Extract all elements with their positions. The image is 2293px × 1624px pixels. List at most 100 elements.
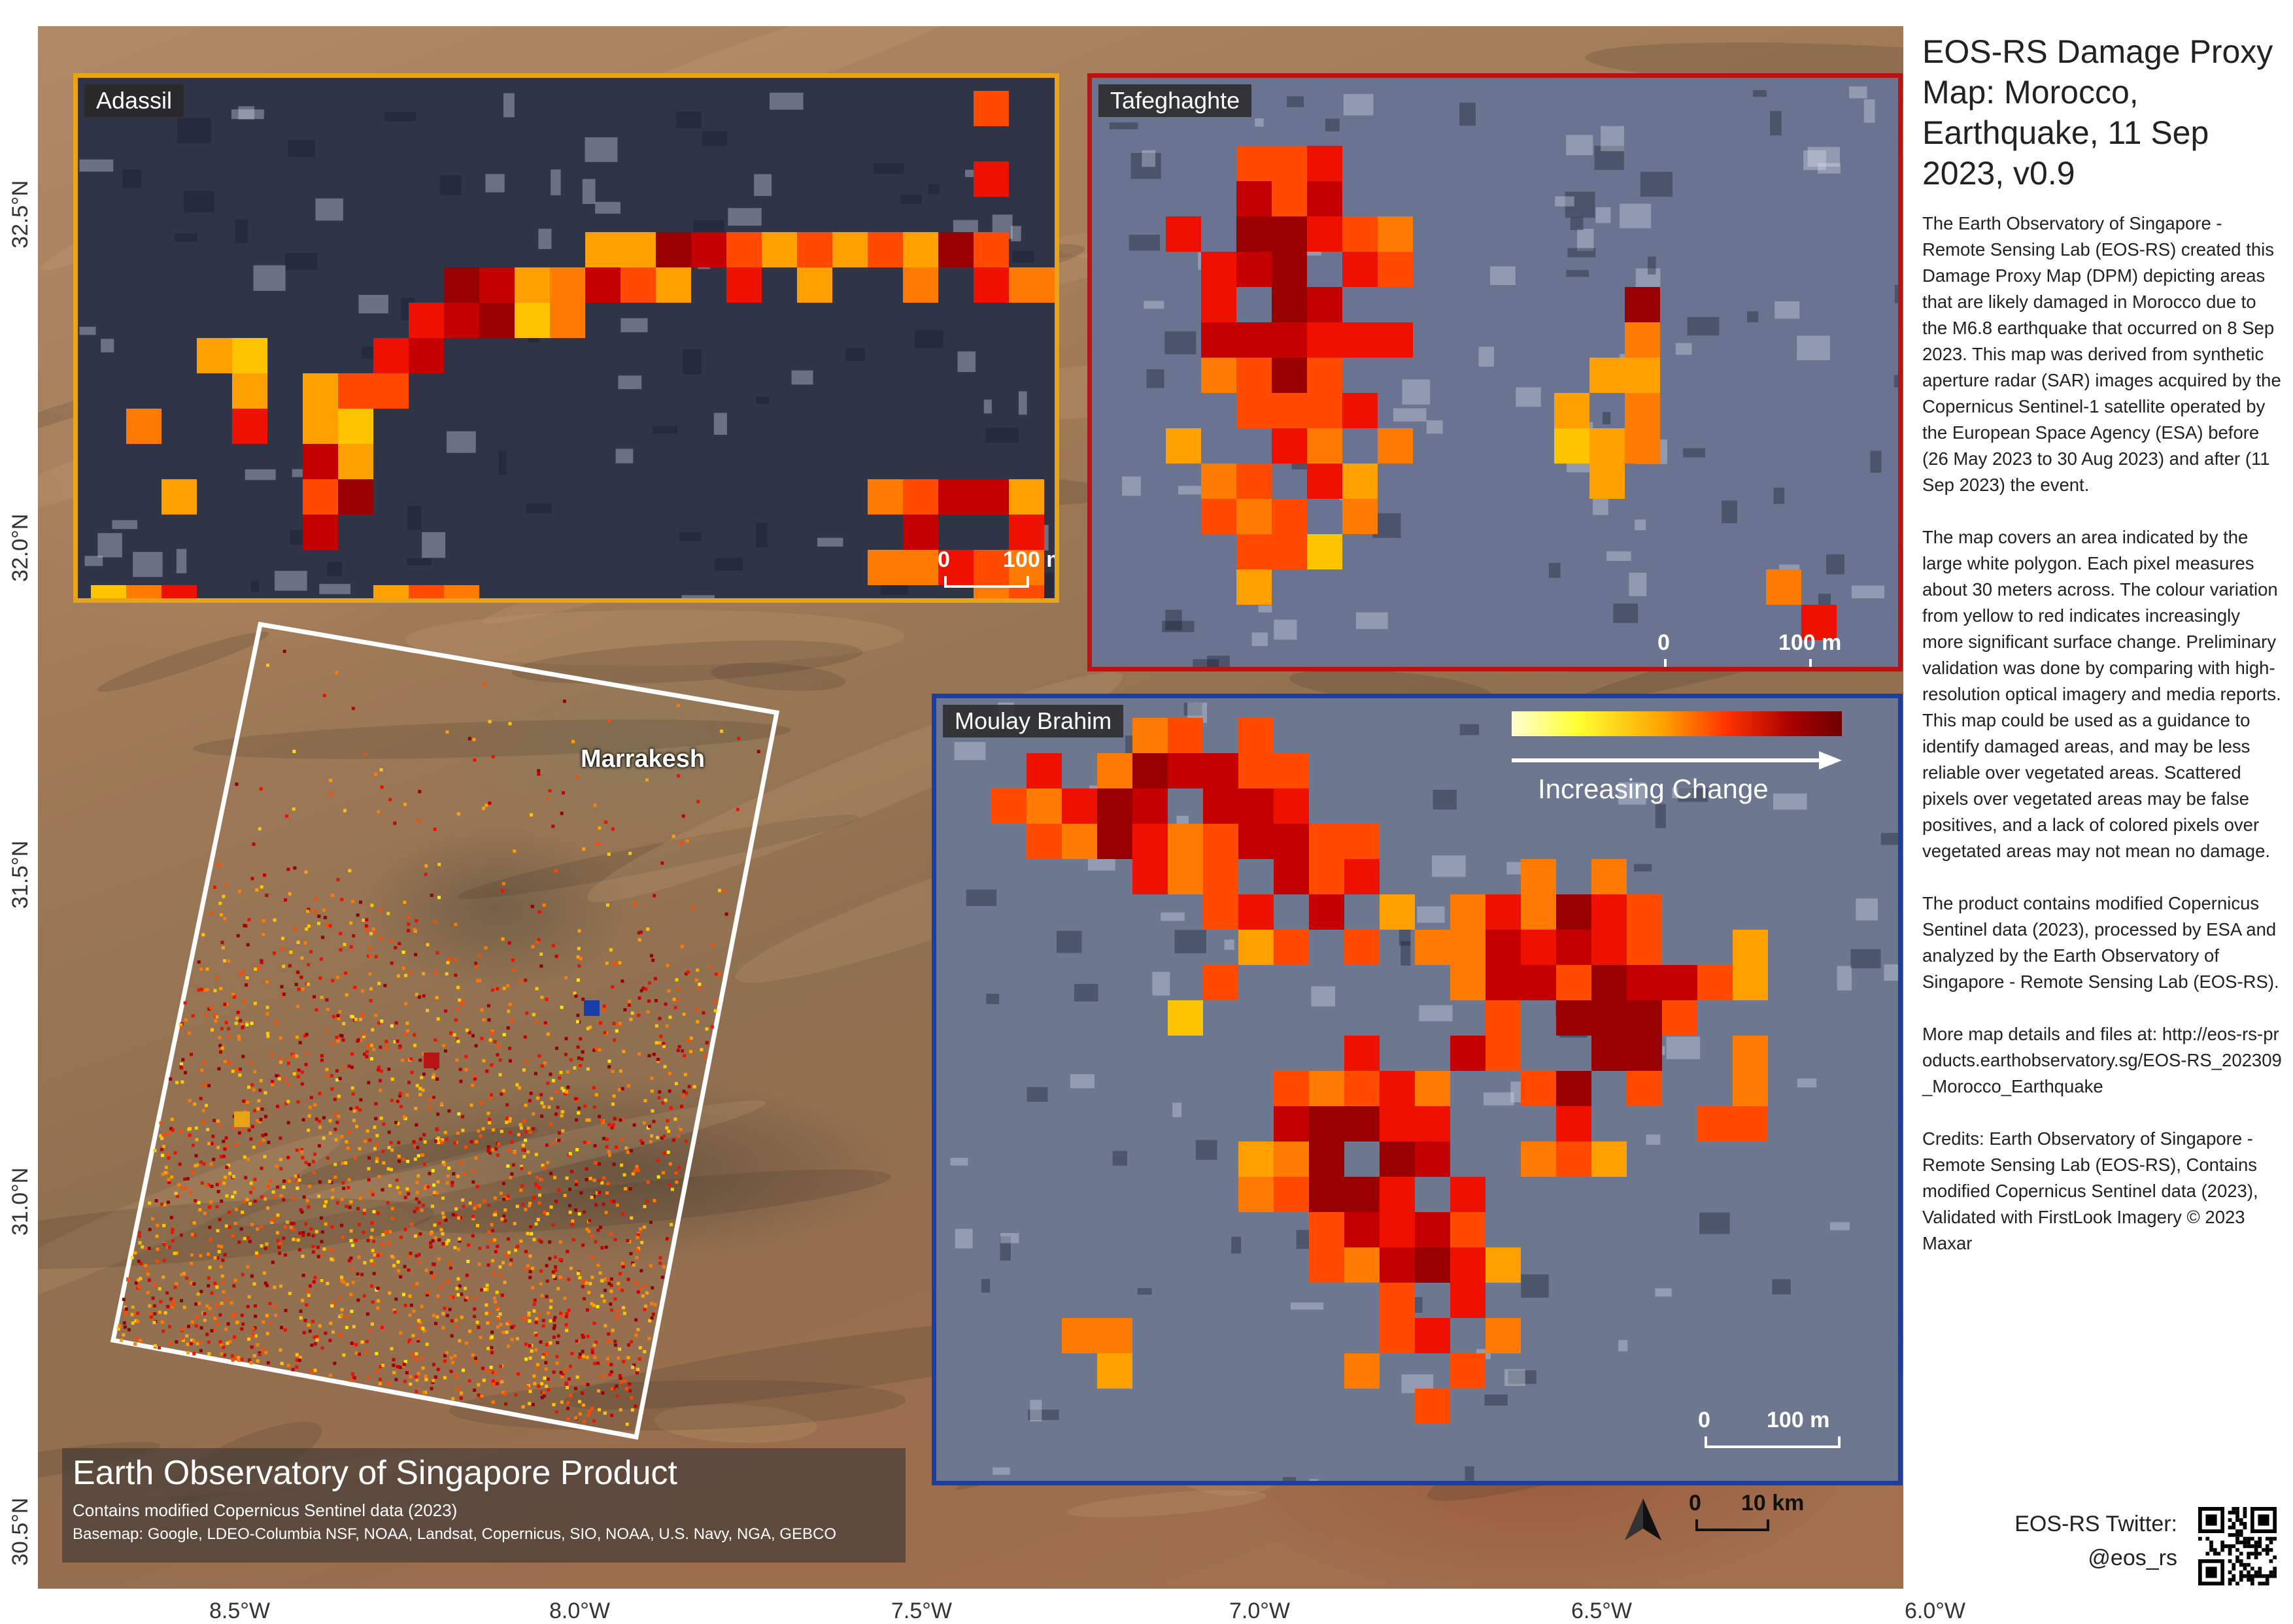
damage-pixel (528, 1389, 532, 1393)
damage-pixel (474, 1357, 478, 1361)
qr-module (2258, 1570, 2262, 1574)
damage-pixel (180, 1336, 184, 1340)
damage-pixel (233, 1356, 237, 1360)
damage-pixel (479, 303, 515, 338)
damage-pixel (585, 1177, 588, 1181)
damage-pixel (466, 1259, 470, 1263)
qr-module (2220, 1540, 2224, 1545)
damage-pixel (1236, 534, 1272, 569)
damage-pixel (629, 1017, 633, 1021)
damage-pixel (560, 811, 564, 815)
damage-pixel (397, 1159, 401, 1163)
damage-pixel (613, 1238, 617, 1242)
damage-pixel (1009, 515, 1044, 550)
damage-pixel (409, 1303, 413, 1307)
building-feature (756, 396, 769, 405)
damage-pixel (265, 1012, 269, 1016)
damage-pixel (615, 1315, 619, 1319)
damage-pixel (1415, 1071, 1450, 1106)
damage-pixel (374, 1102, 378, 1106)
damage-pixel (212, 885, 216, 889)
damage-pixel (608, 1373, 612, 1377)
damage-pixel (273, 1305, 277, 1309)
damage-pixel (1627, 1036, 1662, 1071)
damage-pixel (218, 902, 222, 905)
damage-pixel (317, 1119, 321, 1123)
damage-pixel (532, 1238, 536, 1242)
damage-pixel (244, 1176, 248, 1179)
damage-pixel (352, 1109, 356, 1113)
damage-pixel (388, 1230, 392, 1234)
damage-pixel (216, 1256, 220, 1260)
building-feature (1863, 99, 1875, 123)
damage-pixel (269, 1179, 273, 1183)
damage-pixel (169, 1175, 173, 1179)
inset-moulay-brahim[interactable]: Moulay Brahim 0 100 m Increasing Change (932, 694, 1903, 1485)
damage-pixel (499, 1323, 503, 1327)
damage-pixel (416, 1372, 420, 1376)
damage-pixel (868, 479, 903, 515)
inset-tafeghaghte[interactable]: Tafeghaghte 0 100 m (1087, 73, 1903, 671)
damage-pixel (367, 954, 371, 958)
damage-pixel (356, 1207, 360, 1211)
qr-finder (2258, 1514, 2269, 1526)
building-feature (756, 522, 768, 548)
damage-pixel (582, 1355, 586, 1359)
damage-pixel (409, 303, 444, 338)
damage-pixel (349, 1107, 353, 1111)
damage-pixel (349, 1267, 353, 1271)
damage-pixel (471, 1217, 475, 1221)
twitter-label: EOS-RS Twitter: (2014, 1512, 2177, 1536)
building-feature (1504, 1369, 1525, 1387)
damage-pixel (428, 1098, 432, 1102)
damage-pixel (220, 1046, 224, 1050)
damage-pixel (373, 338, 409, 373)
qr-code-icon[interactable] (2198, 1507, 2277, 1585)
inset-adassil[interactable]: Adassil 0 100 m (73, 73, 1059, 603)
damage-pixel (654, 1024, 658, 1028)
damage-pixel (1201, 499, 1236, 534)
damage-pixel (443, 1354, 447, 1358)
damage-pixel (471, 1353, 475, 1357)
damage-pixel (602, 1202, 605, 1206)
damage-pixel (183, 1071, 187, 1075)
damage-pixel (278, 1251, 282, 1255)
damage-pixel (636, 1290, 640, 1294)
damage-pixel (225, 1002, 229, 1006)
damage-pixel (255, 888, 259, 892)
damage-pixel (136, 1319, 140, 1323)
damage-pixel (540, 1396, 544, 1400)
damage-pixel (1132, 859, 1168, 894)
damage-pixel (490, 988, 494, 992)
damage-pixel (687, 1085, 691, 1089)
damage-pixel (592, 1304, 596, 1308)
terrain-feature (38, 1198, 435, 1270)
damage-pixel (671, 834, 675, 838)
damage-pixel (574, 1183, 578, 1187)
damage-pixel (620, 267, 656, 303)
damage-pixel (322, 1116, 326, 1120)
damage-pixel (598, 826, 602, 830)
damage-pixel (153, 1149, 157, 1153)
building-feature (1478, 347, 1494, 367)
damage-pixel (868, 232, 903, 267)
building-feature (683, 349, 702, 375)
damage-pixel (268, 1302, 272, 1306)
damage-pixel (635, 1164, 639, 1168)
twitter-handle[interactable]: @eos_rs (2088, 1546, 2177, 1570)
damage-pixel (486, 1111, 490, 1115)
damage-pixel (340, 1034, 344, 1038)
damage-pixel (348, 1206, 352, 1210)
main-map[interactable]: Marrakesh Adassil 0 100 m Tafeghaghte 0 … (38, 26, 1903, 1589)
damage-pixel (545, 1264, 549, 1268)
damage-pixel (1415, 1142, 1450, 1177)
damage-pixel (398, 1045, 401, 1049)
x-tick-label: 6.0°W (1905, 1599, 1965, 1623)
damage-pixel (574, 1097, 578, 1101)
damage-pixel (252, 842, 256, 846)
building-feature (1112, 1151, 1127, 1166)
damage-pixel (486, 1245, 490, 1249)
damage-pixel (214, 1019, 218, 1023)
damage-pixel (1344, 1353, 1380, 1389)
damage-pixel (569, 1266, 573, 1270)
